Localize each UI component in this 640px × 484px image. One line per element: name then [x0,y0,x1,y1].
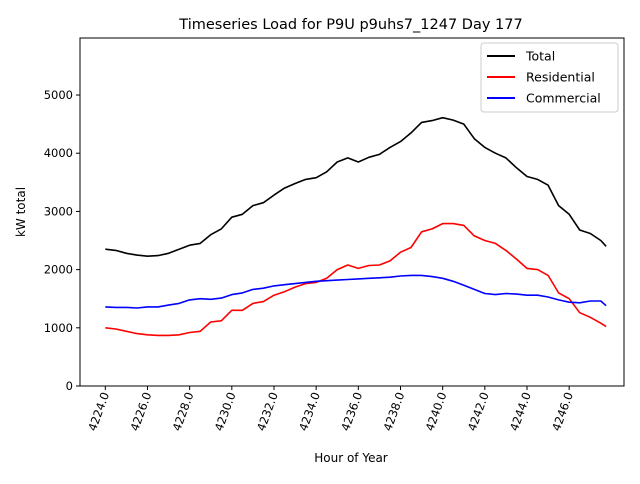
x-tick-label: 4246.0 [549,390,576,433]
legend-label-residential: Residential [526,70,595,85]
x-tick-label: 4244.0 [507,390,534,433]
legend: Total Residential Commercial [480,42,619,113]
axes-frame [79,37,625,387]
series-line-total [105,116,607,258]
x-tick-label: 4236.0 [338,390,365,433]
y-tick-label: 3000 [44,204,73,218]
x-tick-label: 4238.0 [380,390,407,433]
y-tick-label: 5000 [44,88,73,102]
y-tick-label: 0 [66,379,73,393]
y-axis-label: kW total [14,187,28,237]
y-tick-label: 1000 [44,321,73,335]
series-line-commercial [105,274,607,309]
x-tick-label: 4234.0 [296,390,323,433]
legend-label-commercial: Commercial [526,91,601,106]
x-tick-label: 4224.0 [85,390,112,433]
x-tick-label: 4232.0 [254,390,281,433]
y-axis: 0 1000 2000 3000 4000 5000 [44,88,80,393]
x-tick-label: 4242.0 [465,390,492,433]
x-tick-label: 4240.0 [423,390,450,433]
legend-label-total: Total [525,49,555,64]
x-tick-label: 4226.0 [127,390,154,433]
x-tick-label: 4230.0 [212,390,239,433]
y-tick-label: 2000 [44,263,73,277]
plot-area [105,116,607,337]
y-tick-label: 4000 [44,146,73,160]
x-tick-label: 4228.0 [170,390,197,433]
x-axis: 4224.0 4226.0 4228.0 4230.0 4232.0 4234.0 4236… [85,386,576,433]
legend-box [480,42,619,113]
x-axis-label: Hour of Year [314,451,388,465]
series-line-residential [105,222,607,337]
chart-title: Timeseries Load for P9U p9uhs7_1247 Day … [178,17,522,33]
